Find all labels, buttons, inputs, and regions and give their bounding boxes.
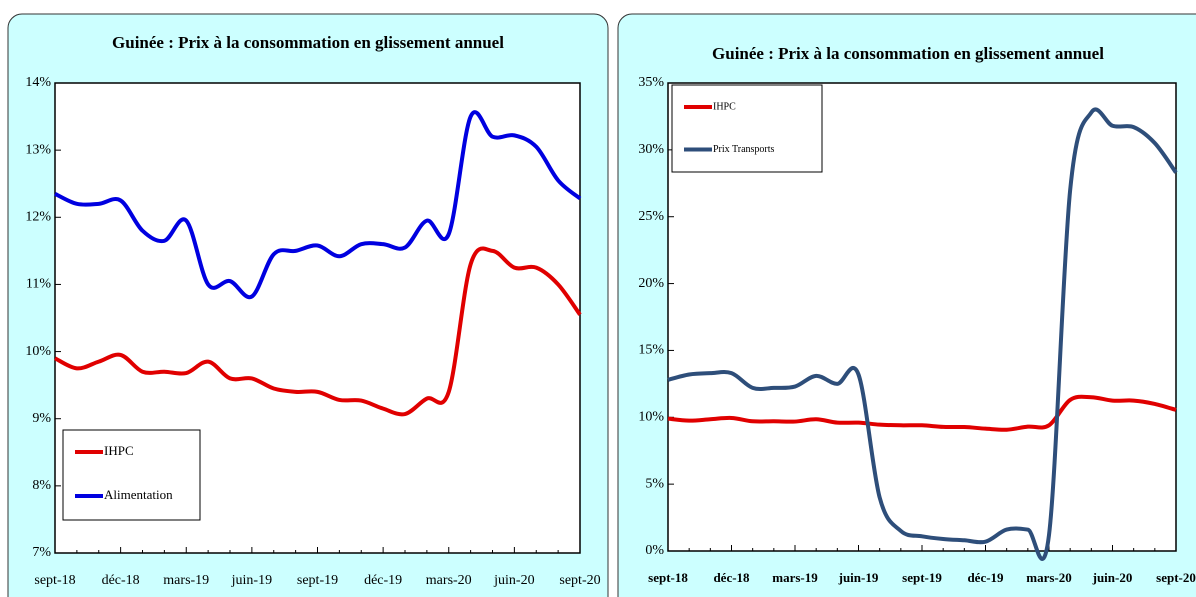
legend-label: Alimentation — [104, 487, 173, 502]
y-tick-label: 5% — [645, 476, 664, 491]
series-line — [667, 107, 1178, 561]
series-line — [54, 110, 582, 300]
x-tick-label: sept-18 — [34, 573, 75, 588]
x-tick-label: sept-19 — [297, 573, 338, 588]
x-tick-label: sept-20 — [559, 573, 600, 588]
y-tick-label: 8% — [32, 478, 51, 493]
y-tick-label: 25% — [638, 209, 664, 224]
y-tick-label: 10% — [25, 344, 51, 359]
x-tick-label: sept-20 — [1156, 570, 1196, 585]
series-line — [667, 394, 1177, 432]
legend-label: IHPC — [713, 101, 736, 112]
legend-box — [671, 84, 823, 173]
chart-title: Guinée : Prix à la consommation en gliss… — [112, 33, 504, 52]
y-tick-label: 11% — [26, 277, 51, 292]
x-tick-label: mars-20 — [1026, 570, 1072, 585]
y-tick-label: 7% — [32, 545, 51, 560]
x-tick-label: sept-18 — [648, 570, 688, 585]
x-tick-label: mars-19 — [163, 573, 209, 588]
y-tick-label: 20% — [638, 276, 664, 291]
y-tick-label: 14% — [25, 75, 51, 90]
legend-label: IHPC — [104, 443, 134, 458]
x-tick-label: juin-20 — [493, 573, 534, 588]
y-tick-label: 0% — [645, 543, 664, 558]
y-tick-label: 9% — [32, 411, 51, 426]
y-tick-label: 30% — [638, 142, 664, 157]
y-tick-label: 15% — [638, 343, 664, 358]
x-tick-label: déc-18 — [713, 570, 750, 585]
x-tick-label: sept-19 — [902, 570, 942, 585]
series-line — [54, 246, 582, 417]
legend-box — [62, 429, 201, 521]
x-tick-label: déc-18 — [102, 573, 140, 588]
chart-title: Guinée : Prix à la consommation en gliss… — [712, 44, 1104, 63]
x-tick-label: mars-19 — [772, 570, 818, 585]
x-tick-label: déc-19 — [967, 570, 1004, 585]
x-tick-label: déc-19 — [364, 573, 402, 588]
legend-label: Prix Transports — [713, 144, 775, 155]
x-tick-label: juin-20 — [1092, 570, 1133, 585]
y-tick-label: 35% — [638, 75, 664, 90]
y-tick-label: 10% — [638, 410, 664, 425]
x-tick-label: juin-19 — [838, 570, 879, 585]
x-tick-label: mars-20 — [426, 573, 472, 588]
y-tick-label: 12% — [25, 210, 51, 225]
x-tick-label: juin-19 — [231, 573, 272, 588]
y-tick-label: 13% — [25, 142, 51, 157]
